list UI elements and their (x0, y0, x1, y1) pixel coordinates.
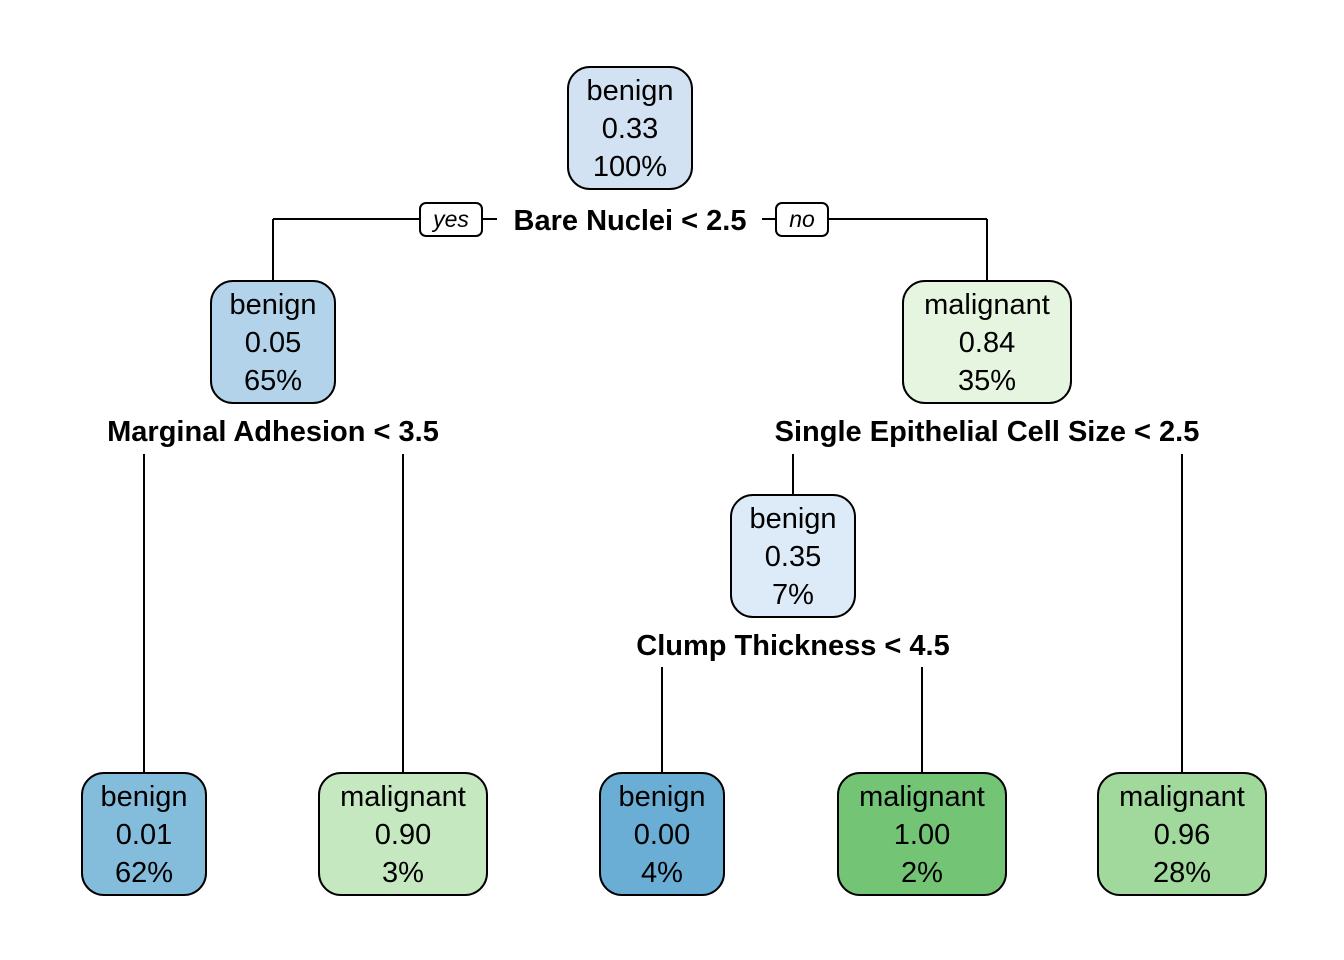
split-n2: Marginal Adhesion < 3.5 (107, 416, 439, 448)
svg-text:malignant: malignant (859, 781, 985, 813)
svg-text:0.01: 0.01 (116, 819, 172, 851)
svg-text:malignant: malignant (924, 289, 1050, 321)
svg-text:benign: benign (100, 781, 187, 813)
svg-text:0.96: 0.96 (1154, 819, 1210, 851)
svg-text:1.00: 1.00 (894, 819, 950, 851)
svg-text:28%: 28% (1153, 857, 1211, 889)
leaf-2: malignant 0.90 3% (318, 772, 488, 896)
svg-text:0.90: 0.90 (375, 819, 431, 851)
node-n3: malignant 0.84 35% (902, 280, 1072, 404)
svg-text:0.05: 0.05 (245, 327, 301, 359)
svg-text:65%: 65% (244, 365, 302, 397)
leaf-4: malignant 1.00 2% (837, 772, 1007, 896)
svg-text:0.35: 0.35 (765, 541, 821, 573)
leaf-3: benign 0.00 4% (599, 772, 725, 896)
svg-text:malignant: malignant (1119, 781, 1245, 813)
svg-text:62%: 62% (115, 857, 173, 889)
svg-text:2%: 2% (901, 857, 943, 889)
svg-text:3%: 3% (382, 857, 424, 889)
svg-text:0.84: 0.84 (959, 327, 1015, 359)
split-n6: Clump Thickness < 4.5 (636, 630, 949, 662)
leaf-5: malignant 0.96 28% (1097, 772, 1267, 896)
node-n6: benign 0.35 7% (730, 494, 856, 618)
svg-text:yes: yes (431, 206, 469, 232)
svg-text:benign: benign (229, 289, 316, 321)
tree-edges (143, 218, 1183, 773)
svg-text:benign: benign (749, 503, 836, 535)
svg-text:7%: 7% (772, 579, 814, 611)
svg-text:4%: 4% (641, 857, 683, 889)
yes-label: yes (419, 202, 483, 237)
svg-text:benign: benign (618, 781, 705, 813)
svg-text:malignant: malignant (340, 781, 466, 813)
no-label: no (775, 202, 829, 237)
node-n2: benign 0.05 65% (210, 280, 336, 404)
svg-text:100%: 100% (593, 151, 667, 183)
split-n3: Single Epithelial Cell Size < 2.5 (775, 416, 1200, 448)
leaf-1: benign 0.01 62% (81, 772, 207, 896)
node-root: benign 0.33 100% (567, 66, 693, 190)
split-root: Bare Nuclei < 2.5 (514, 205, 747, 237)
svg-text:0.00: 0.00 (634, 819, 690, 851)
svg-text:no: no (789, 206, 815, 232)
svg-text:0.33: 0.33 (602, 113, 658, 145)
svg-text:benign: benign (586, 75, 673, 107)
svg-text:35%: 35% (958, 365, 1016, 397)
